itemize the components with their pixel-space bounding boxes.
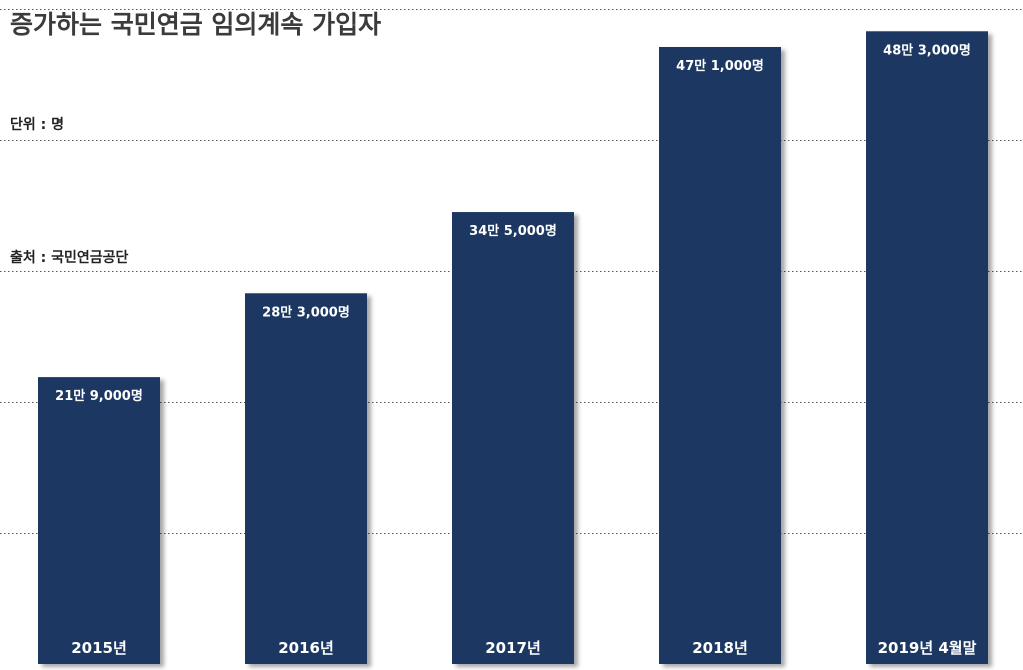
category-label: 2019년 4월말 — [878, 639, 977, 657]
bar — [245, 293, 367, 664]
bars — [38, 31, 988, 665]
bar-value-label: 28만 3,000명 — [262, 304, 350, 320]
bar — [659, 46, 781, 665]
value-labels: 21만 9,000명 28만 3,000명 34만 5,000명 47만 1,000명… — [55, 42, 971, 404]
bar-value-label: 47만 1,000명 — [676, 58, 764, 74]
unit-note: 단위 : 명 — [10, 116, 64, 133]
bar-value-label: 34만 5,000명 — [469, 223, 557, 239]
bar — [452, 212, 574, 665]
bar — [866, 31, 988, 664]
category-labels: 2015년 2016년 2017년 2018년 2019년 4월말 — [71, 639, 976, 657]
source-note: 출처 : 국민연금공단 — [10, 249, 129, 266]
chart-title: 증가하는 국민연금 임의계속 가입자 — [10, 10, 381, 39]
bar — [38, 377, 160, 664]
category-label: 2017년 — [485, 639, 541, 657]
category-label: 2016년 — [278, 639, 334, 657]
bar-value-label: 48만 3,000명 — [883, 42, 971, 58]
grid-lines — [0, 9, 1023, 534]
category-label: 2018년 — [692, 639, 748, 657]
bar-value-label: 21만 9,000명 — [55, 388, 143, 404]
category-label: 2015년 — [71, 639, 127, 657]
